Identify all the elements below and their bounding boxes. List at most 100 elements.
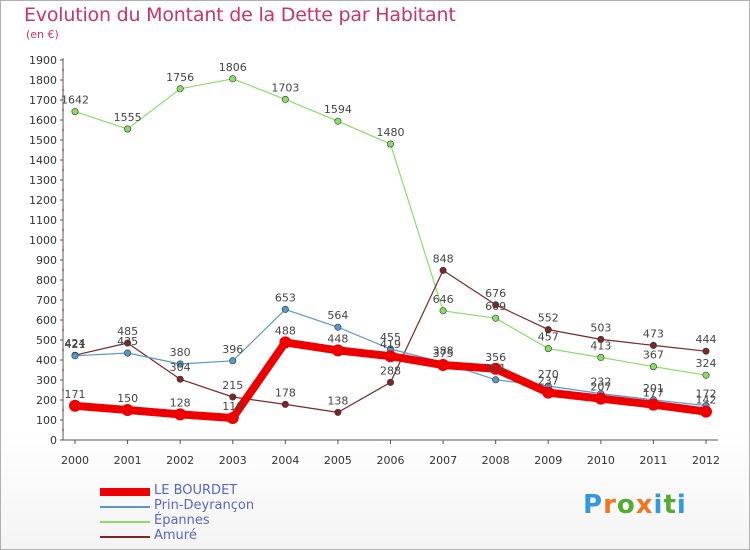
legend-swatch bbox=[100, 536, 150, 538]
data-point bbox=[229, 393, 237, 401]
data-point bbox=[492, 376, 500, 384]
data-point bbox=[702, 371, 710, 379]
y-tick-label: 200 bbox=[36, 394, 57, 407]
x-tick-label: 2011 bbox=[639, 454, 667, 467]
data-label: 138 bbox=[327, 394, 348, 407]
data-point bbox=[594, 392, 607, 405]
x-tick-label: 2003 bbox=[219, 454, 247, 467]
data-point bbox=[544, 345, 552, 353]
data-point bbox=[386, 140, 394, 148]
data-point bbox=[544, 326, 552, 334]
legend-swatch bbox=[100, 488, 150, 496]
x-tick-label: 2009 bbox=[534, 454, 562, 467]
data-label: 380 bbox=[170, 346, 191, 359]
data-point bbox=[649, 341, 657, 349]
chart-subtitle: (en €) bbox=[26, 28, 59, 41]
data-point bbox=[702, 347, 710, 355]
logo-letter: i bbox=[653, 490, 664, 520]
data-label: 177 bbox=[643, 387, 664, 400]
x-tick-label: 2006 bbox=[377, 454, 405, 467]
x-tick-label: 2007 bbox=[429, 454, 457, 467]
y-tick-label: 1700 bbox=[29, 94, 57, 107]
y-tick-label: 500 bbox=[36, 334, 57, 347]
data-label: 396 bbox=[222, 343, 243, 356]
data-point bbox=[334, 408, 342, 416]
data-point bbox=[386, 378, 394, 386]
data-label: 375 bbox=[433, 347, 454, 360]
data-point bbox=[439, 266, 447, 274]
y-tick-label: 600 bbox=[36, 314, 57, 327]
data-point bbox=[384, 350, 397, 363]
data-label: 473 bbox=[643, 327, 664, 340]
data-point bbox=[492, 314, 500, 322]
legend-item: Épannes bbox=[100, 514, 400, 529]
y-tick-label: 100 bbox=[36, 414, 57, 427]
data-point bbox=[71, 352, 79, 360]
x-tick-label: 2001 bbox=[114, 454, 142, 467]
y-tick-label: 1300 bbox=[29, 174, 57, 187]
data-label: 848 bbox=[433, 252, 454, 265]
data-label: 201 bbox=[643, 382, 664, 395]
y-tick-label: 0 bbox=[50, 434, 57, 447]
data-point bbox=[649, 363, 657, 371]
data-label: 448 bbox=[327, 332, 348, 345]
data-label: 435 bbox=[117, 335, 138, 348]
data-label: 207 bbox=[590, 381, 611, 394]
data-point bbox=[647, 398, 660, 411]
data-point bbox=[71, 108, 79, 116]
data-point bbox=[121, 404, 134, 416]
data-label: 237 bbox=[538, 375, 559, 388]
data-point bbox=[69, 399, 81, 412]
data-label: 171 bbox=[65, 388, 86, 401]
data-point bbox=[229, 357, 237, 365]
data-point bbox=[176, 85, 184, 93]
axes: 0 100 200 300 400 500 600 700 800 900 1000 1100 1200… bbox=[29, 54, 720, 467]
data-point bbox=[439, 307, 447, 315]
data-label: 288 bbox=[380, 364, 401, 377]
data-point bbox=[176, 375, 184, 383]
data-label: 110 bbox=[222, 400, 243, 413]
data-label: 270 bbox=[538, 368, 559, 381]
logo-letter: o bbox=[616, 490, 636, 520]
x-tick-label: 2005 bbox=[324, 454, 352, 467]
data-label: 388 bbox=[433, 344, 454, 357]
data-label: 128 bbox=[170, 396, 191, 409]
data-label: 503 bbox=[590, 321, 611, 334]
data-point bbox=[226, 412, 239, 424]
data-label: 367 bbox=[643, 349, 664, 362]
data-label: 172 bbox=[696, 388, 717, 401]
data-point bbox=[124, 125, 132, 133]
data-label: 653 bbox=[275, 291, 296, 304]
y-tick-label: 700 bbox=[36, 294, 57, 307]
legend-item: Amuré bbox=[100, 529, 400, 544]
x-tick-label: 2010 bbox=[587, 454, 615, 467]
data-point bbox=[176, 360, 184, 368]
data-label: 419 bbox=[380, 338, 401, 351]
data-label: 178 bbox=[275, 386, 296, 399]
data-label: 142 bbox=[696, 394, 717, 407]
data-label: 1480 bbox=[377, 126, 405, 139]
data-point bbox=[281, 400, 289, 408]
y-tick-label: 1600 bbox=[29, 114, 57, 127]
data-point bbox=[334, 323, 342, 331]
y-tick-label: 400 bbox=[36, 354, 57, 367]
data-point bbox=[700, 405, 712, 418]
data-label: 646 bbox=[433, 293, 454, 306]
y-tick-label: 300 bbox=[36, 374, 57, 387]
legend-swatch bbox=[100, 521, 150, 523]
data-label: 455 bbox=[380, 331, 401, 344]
data-label: 609 bbox=[485, 300, 506, 313]
y-tick-label: 1500 bbox=[29, 134, 57, 147]
logo-letter: x bbox=[635, 490, 654, 520]
legend-label: Épannes bbox=[154, 513, 210, 528]
legend: LE BOURDET Prin-Deyrançon Épannes Amuré bbox=[100, 484, 400, 544]
data-point bbox=[489, 362, 502, 375]
data-label: 552 bbox=[538, 312, 559, 325]
legend-label: LE BOURDET bbox=[154, 483, 238, 498]
legend-label: Prin-Deyrançon bbox=[154, 498, 255, 513]
legend-swatch bbox=[100, 506, 150, 508]
data-point bbox=[597, 335, 605, 343]
data-label: 215 bbox=[222, 379, 243, 392]
data-point bbox=[174, 408, 187, 421]
